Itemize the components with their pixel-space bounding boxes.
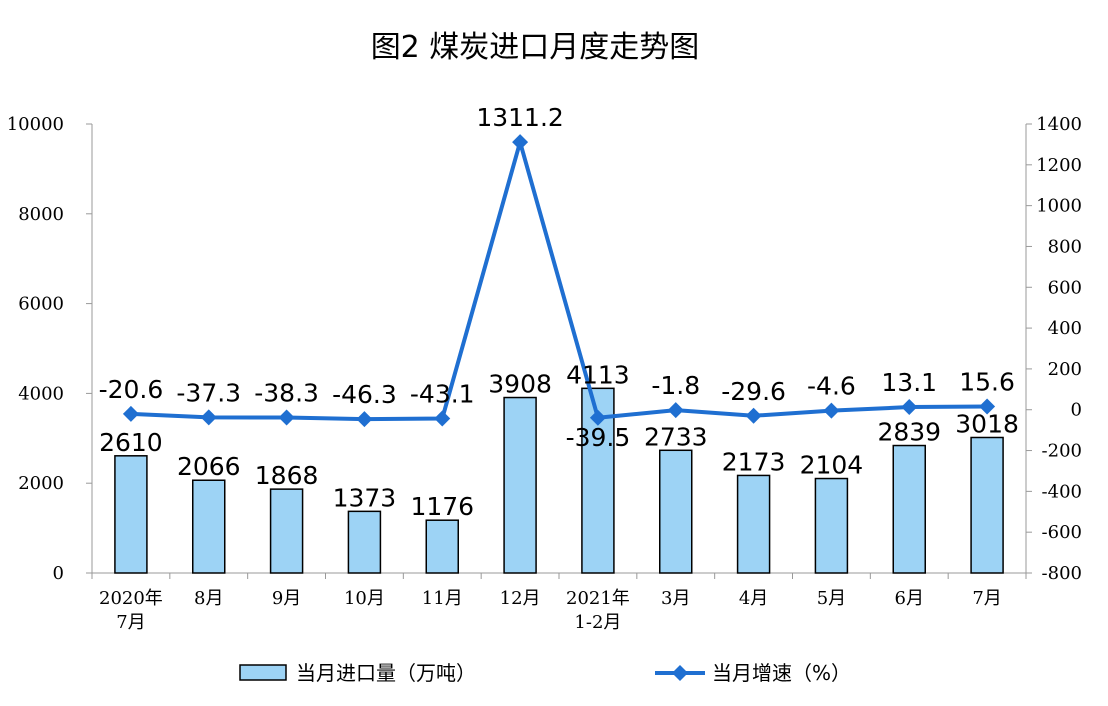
- bar: [970, 436, 1004, 574]
- legend-bar-label: 当月进口量（万吨）: [296, 661, 476, 685]
- y-right-tick-label: 1000: [1036, 196, 1082, 217]
- y-right-tick-label: 400: [1048, 318, 1082, 339]
- x-tick-label: 2021年: [566, 588, 630, 609]
- growth-line-marker: [979, 398, 996, 415]
- bar: [892, 444, 926, 574]
- bar: [503, 396, 537, 574]
- bar-value-label: 1373: [333, 483, 397, 512]
- growth-value-label: -29.6: [721, 377, 786, 406]
- growth-line-marker: [823, 402, 840, 419]
- x-tick-label: 5月: [817, 588, 846, 609]
- y-right-tick-label: 600: [1048, 277, 1082, 298]
- growth-line-marker: [278, 409, 295, 426]
- chart-title: 图2 煤炭进口月度走势图: [371, 30, 700, 65]
- growth-line-marker: [901, 399, 918, 416]
- y-left-tick-label: 8000: [18, 204, 64, 225]
- growth-line-marker: [434, 410, 451, 427]
- bar: [269, 488, 304, 574]
- growth-value-label: 13.1: [881, 368, 937, 397]
- growth-line-marker: [745, 407, 762, 424]
- y-right-tick-label: 0: [1071, 400, 1082, 421]
- bar: [659, 449, 693, 574]
- bar-value-label: 2173: [722, 447, 786, 476]
- x-tick-label: 3月: [661, 588, 690, 609]
- growth-line-marker: [200, 409, 217, 426]
- bar-value-label: 2733: [644, 422, 708, 451]
- growth-line-marker: [356, 411, 373, 428]
- y-left-tick-label: 6000: [18, 294, 64, 315]
- bar-value-label: 1868: [255, 461, 319, 490]
- y-right-tick-label: 200: [1048, 359, 1082, 380]
- y-right-tick-label: 800: [1048, 236, 1082, 257]
- growth-value-label: -37.3: [176, 378, 241, 407]
- growth-value-label: -20.6: [99, 375, 164, 404]
- bar-value-label: 3908: [488, 370, 552, 399]
- x-tick-label: 7月: [972, 588, 1001, 609]
- legend-bar-swatch: [239, 664, 287, 681]
- y-left-tick-label: 10000: [7, 114, 64, 135]
- x-tick-label: 8月: [194, 588, 223, 609]
- growth-line: [122, 134, 996, 428]
- bar: [114, 455, 148, 574]
- bar-value-label: 4113: [566, 360, 630, 389]
- legend-line-marker: [672, 665, 688, 681]
- data-labels: 2610 2066 1868 1373 1176 3908 4113 2733 2173 2104…: [99, 103, 1019, 521]
- x-tick-label: 1-2月: [574, 612, 621, 633]
- x-tick-label: 9月: [272, 588, 301, 609]
- bars: [114, 387, 1004, 574]
- growth-value-label: -1.8: [651, 371, 700, 400]
- y-right-tick-label: -600: [1042, 522, 1082, 543]
- growth-line-path: [130, 140, 988, 422]
- legend-line-label: 当月增速（%）: [712, 661, 851, 685]
- growth-line-marker: [122, 405, 139, 422]
- bar-value-label: 2839: [877, 418, 941, 447]
- growth-line-marker: [589, 409, 606, 426]
- x-tick-label: 4月: [739, 588, 768, 609]
- bar-value-label: 2104: [800, 451, 864, 480]
- growth-value-label: -38.3: [254, 379, 319, 408]
- growth-value-label: -46.3: [332, 380, 397, 409]
- y-left-tick-label: 4000: [18, 383, 64, 404]
- bar-value-label: 2066: [177, 452, 241, 481]
- axes: 0 2000 4000 6000 8000 10000 -800 -600 -400 -200 0 2…: [7, 114, 1082, 633]
- y-right-tick-label: -800: [1042, 563, 1082, 584]
- y-right-tick-label: -200: [1042, 441, 1082, 462]
- bar: [347, 510, 382, 574]
- y-right-tick-label: 1400: [1036, 114, 1082, 135]
- bar: [814, 477, 849, 574]
- growth-value-label: -43.1: [410, 380, 475, 409]
- y-left-tick-label: 0: [53, 563, 64, 584]
- legend: 当月进口量（万吨） 当月增速（%）: [239, 661, 851, 685]
- bar: [736, 474, 771, 574]
- x-tick-label: 12月: [500, 588, 541, 609]
- growth-value-label: -39.5: [566, 423, 631, 452]
- x-tick-label: 10月: [344, 588, 385, 609]
- bar-value-label: 1176: [410, 492, 474, 521]
- bar: [425, 519, 459, 574]
- x-tick-label: 7月: [116, 612, 145, 633]
- growth-line-marker: [667, 402, 684, 419]
- x-tick-label: 6月: [895, 588, 924, 609]
- growth-line-marker: [512, 134, 529, 151]
- x-tick-label: 2020年: [99, 588, 163, 609]
- growth-value-label: 15.6: [959, 368, 1015, 397]
- bar: [192, 479, 226, 574]
- growth-value-label: 1311.2: [476, 103, 563, 132]
- y-right-tick-label: 1200: [1036, 155, 1082, 176]
- bar-value-label: 2610: [99, 428, 163, 457]
- bar-value-label: 3018: [955, 409, 1019, 438]
- y-right-tick-label: -400: [1042, 481, 1082, 502]
- growth-value-label: -4.6: [807, 372, 856, 401]
- x-tick-label: 11月: [422, 588, 463, 609]
- y-left-tick-label: 2000: [18, 473, 64, 494]
